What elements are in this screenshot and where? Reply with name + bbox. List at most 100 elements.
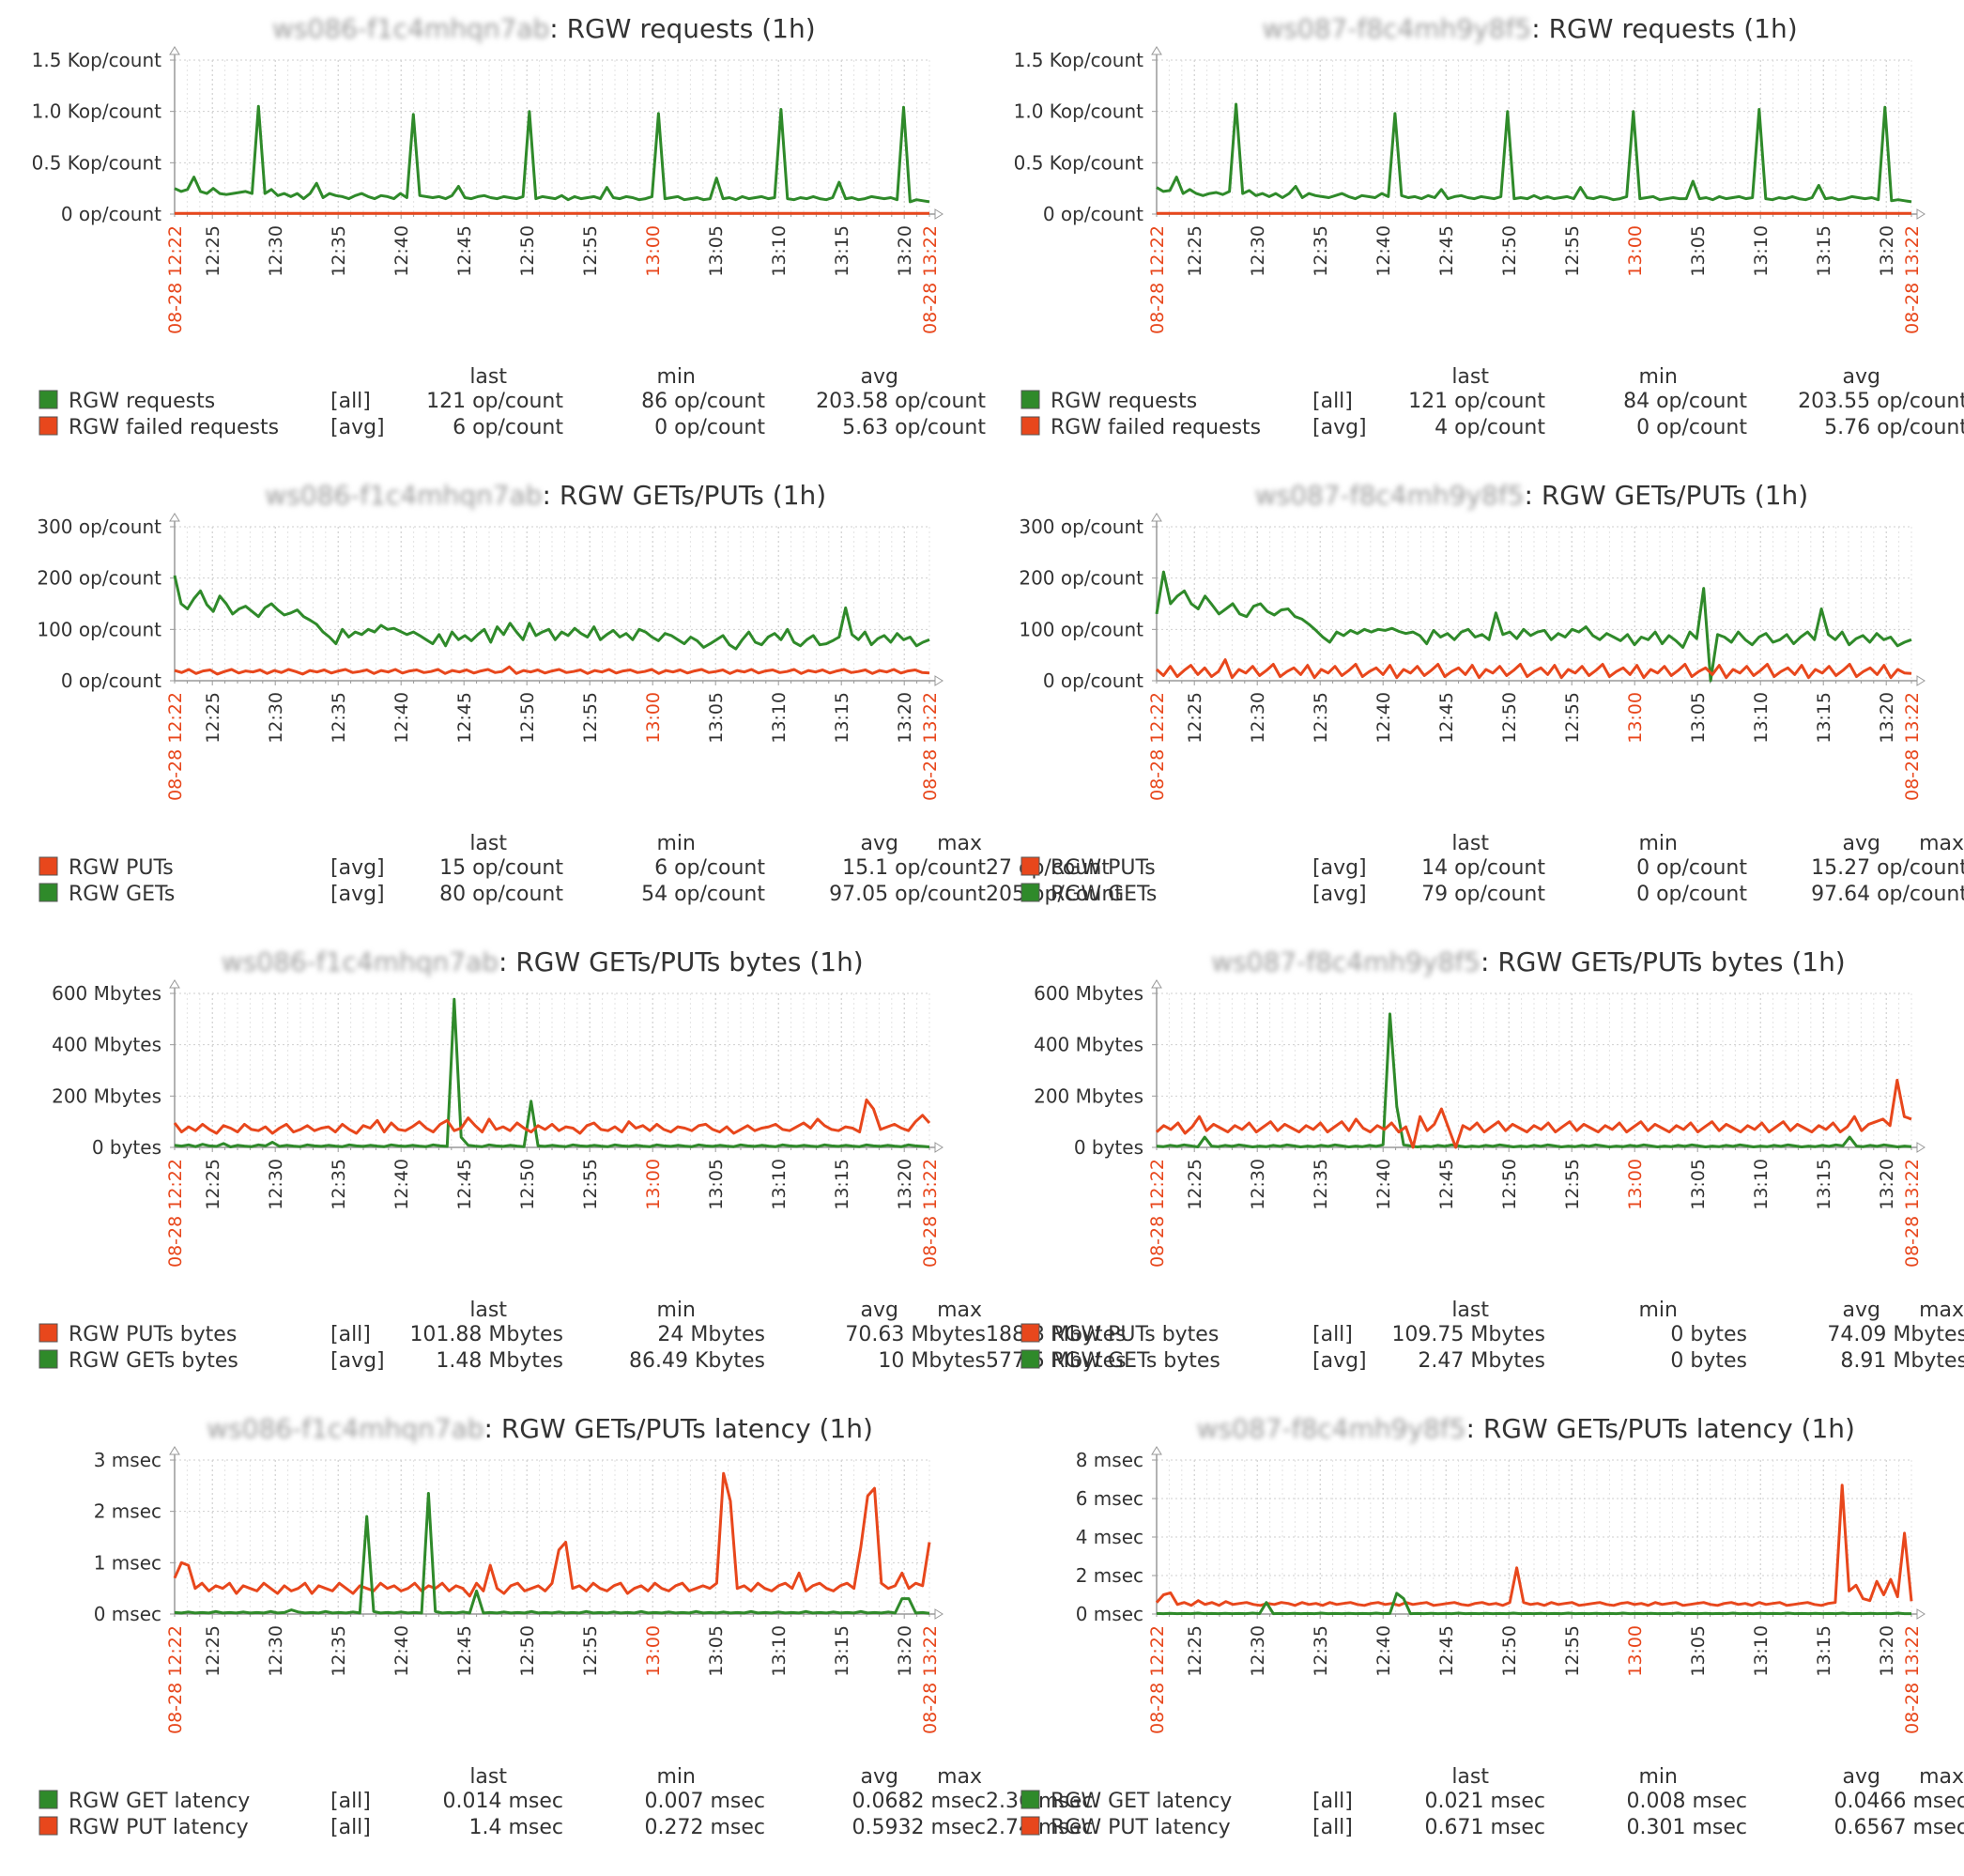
chart-host-name: ws086-f1c4mhqn7ab (207, 1413, 483, 1444)
x-tick-label: 12:50 (1499, 225, 1520, 277)
x-tick-label: 13:20 (895, 1625, 915, 1677)
legend-min: 0.272 msec (645, 1816, 766, 1839)
x-axis-arrow (935, 1609, 943, 1619)
chart-host-name: ws087-f8c4mh9y8f5 (1262, 13, 1531, 44)
legend-header-last: last (469, 832, 507, 855)
chart-title-text: : RGW GETs/PUTs (1h) (1525, 480, 1809, 511)
legend-min: 86.49 Kbytes (629, 1349, 765, 1373)
legend-series-func: [all] (330, 390, 371, 413)
legend-header-min: min (1639, 832, 1679, 855)
legend-avg: 97.64 op/count (1811, 883, 1964, 906)
x-tick-label: 12:30 (1248, 1159, 1268, 1210)
legend-avg: 203.58 op/count (816, 390, 986, 413)
legend-last: 109.75 Mbytes (1391, 1323, 1545, 1346)
legend-avg: 0.5932 msec (852, 1816, 987, 1839)
y-tick-label: 1.5 Kop/count (1014, 49, 1144, 71)
legend-header-last: last (1451, 832, 1489, 855)
legend-min: 0 bytes (1670, 1323, 1747, 1346)
x-tick-label: 13:00 (643, 1625, 664, 1677)
legend-last: 15 op/count (439, 856, 563, 880)
x-tick-label: 12:35 (1311, 225, 1331, 277)
y-tick-label: 0.5 Kop/count (1014, 151, 1144, 174)
legend-swatch (1021, 1791, 1039, 1808)
legend-swatch (1021, 1324, 1039, 1342)
x-end-label: 08-28 13:22 (920, 225, 941, 334)
x-tick-label: 13:05 (1688, 1625, 1709, 1677)
legend-last: 0.021 msec (1425, 1790, 1546, 1813)
legend-min: 84 op/count (1623, 390, 1747, 413)
x-tick-label: 12:40 (391, 1625, 412, 1677)
legend-series-func: [avg] (330, 856, 385, 880)
x-tick-label: 12:55 (580, 1159, 601, 1210)
x-tick-label: 13:00 (643, 692, 664, 744)
x-start-label: 08-28 12:22 (1147, 692, 1168, 801)
legend-swatch (39, 391, 57, 408)
x-tick-label: 13:10 (769, 692, 790, 744)
legend-last: 2.47 Mbytes (1418, 1349, 1545, 1373)
chart-title-text: : RGW GETs/PUTs bytes (1h) (1481, 946, 1846, 977)
x-axis-arrow (1917, 1143, 1925, 1152)
x-start-label: 08-28 12:22 (1147, 1159, 1168, 1268)
y-tick-label: 6 msec (1076, 1487, 1143, 1510)
x-tick-label: 13:00 (1625, 692, 1646, 744)
chart-title-text: : RGW GETs/PUTs (1h) (543, 480, 827, 511)
legend-min: 0 op/count (654, 416, 765, 439)
x-tick-label: 13:15 (1814, 1159, 1834, 1210)
legend-series-func: [all] (330, 1816, 371, 1839)
y-tick-label: 300 op/count (37, 515, 161, 538)
x-tick-label: 12:35 (329, 692, 349, 744)
y-tick-label: 400 Mbytes (1034, 1034, 1143, 1056)
x-tick-label: 13:05 (706, 1159, 727, 1210)
x-end-label: 08-28 13:22 (1902, 225, 1923, 334)
legend-avg: 5.76 op/count (1824, 416, 1964, 439)
chart-title: : RGW GETs/PUTs latency (1h)ws087-f8c4mh… (1197, 1413, 1855, 1444)
legend-avg: 74.09 Mbytes (1827, 1323, 1964, 1346)
x-tick-label: 12:55 (1562, 1625, 1583, 1677)
legend-min: 0 bytes (1670, 1349, 1747, 1373)
x-tick-label: 13:20 (895, 1159, 915, 1210)
chart-title-text: : RGW GETs/PUTs latency (1h) (1466, 1413, 1855, 1444)
chart-title: : RGW GETs/PUTs (1h)ws087-f8c4mh9y8f5 (1255, 480, 1809, 511)
x-tick-label: 12:30 (1248, 225, 1268, 277)
x-tick-label: 13:10 (769, 1625, 790, 1677)
y-tick-label: 1.5 Kop/count (32, 49, 162, 71)
legend-header-last: last (469, 365, 507, 389)
legend-series-name: RGW GET latency (69, 1790, 250, 1813)
legend-header-min: min (657, 365, 697, 389)
x-tick-label: 12:45 (454, 1625, 475, 1677)
chart-host-name: ws087-f8c4mh9y8f5 (1211, 946, 1481, 977)
x-tick-label: 13:15 (832, 1159, 852, 1210)
legend-swatch (39, 1791, 57, 1808)
legend-avg: 15.27 op/count (1811, 856, 1964, 880)
legend-swatch (1021, 417, 1039, 435)
y-axis-arrow (1152, 514, 1161, 521)
x-tick-label: 12:40 (391, 225, 412, 277)
x-tick-label: 13:05 (706, 1625, 727, 1677)
x-start-label: 08-28 12:22 (165, 225, 186, 334)
y-tick-label: 0 op/count (1043, 203, 1143, 225)
x-axis-arrow (935, 209, 943, 219)
x-tick-label: 12:45 (1436, 225, 1457, 277)
y-tick-label: 0 msec (94, 1603, 161, 1625)
legend-series-func: [all] (1312, 1323, 1353, 1346)
legend-min: 0.008 msec (1627, 1790, 1748, 1813)
x-tick-label: 13:20 (1877, 1625, 1897, 1677)
legend-header-last: last (1451, 365, 1489, 389)
x-start-label: 08-28 12:22 (1147, 1625, 1168, 1734)
x-tick-label: 13:00 (1625, 1159, 1646, 1210)
legend-series-func: [avg] (1312, 856, 1367, 880)
y-tick-label: 0.5 Kop/count (32, 151, 162, 174)
y-tick-label: 2 msec (94, 1500, 161, 1523)
legend-header-max: max (937, 832, 982, 855)
y-tick-label: 1.0 Kop/count (32, 100, 162, 123)
legend-series-name: RGW requests (1051, 390, 1197, 413)
legend-swatch (39, 417, 57, 435)
x-tick-label: 12:50 (1499, 692, 1520, 744)
x-tick-label: 12:25 (203, 692, 223, 744)
legend-header-min: min (657, 1299, 697, 1322)
legend-last: 0.014 msec (443, 1790, 564, 1813)
x-tick-label: 12:25 (1185, 1625, 1205, 1677)
y-tick-label: 600 Mbytes (52, 982, 161, 1005)
x-tick-label: 13:05 (706, 692, 727, 744)
